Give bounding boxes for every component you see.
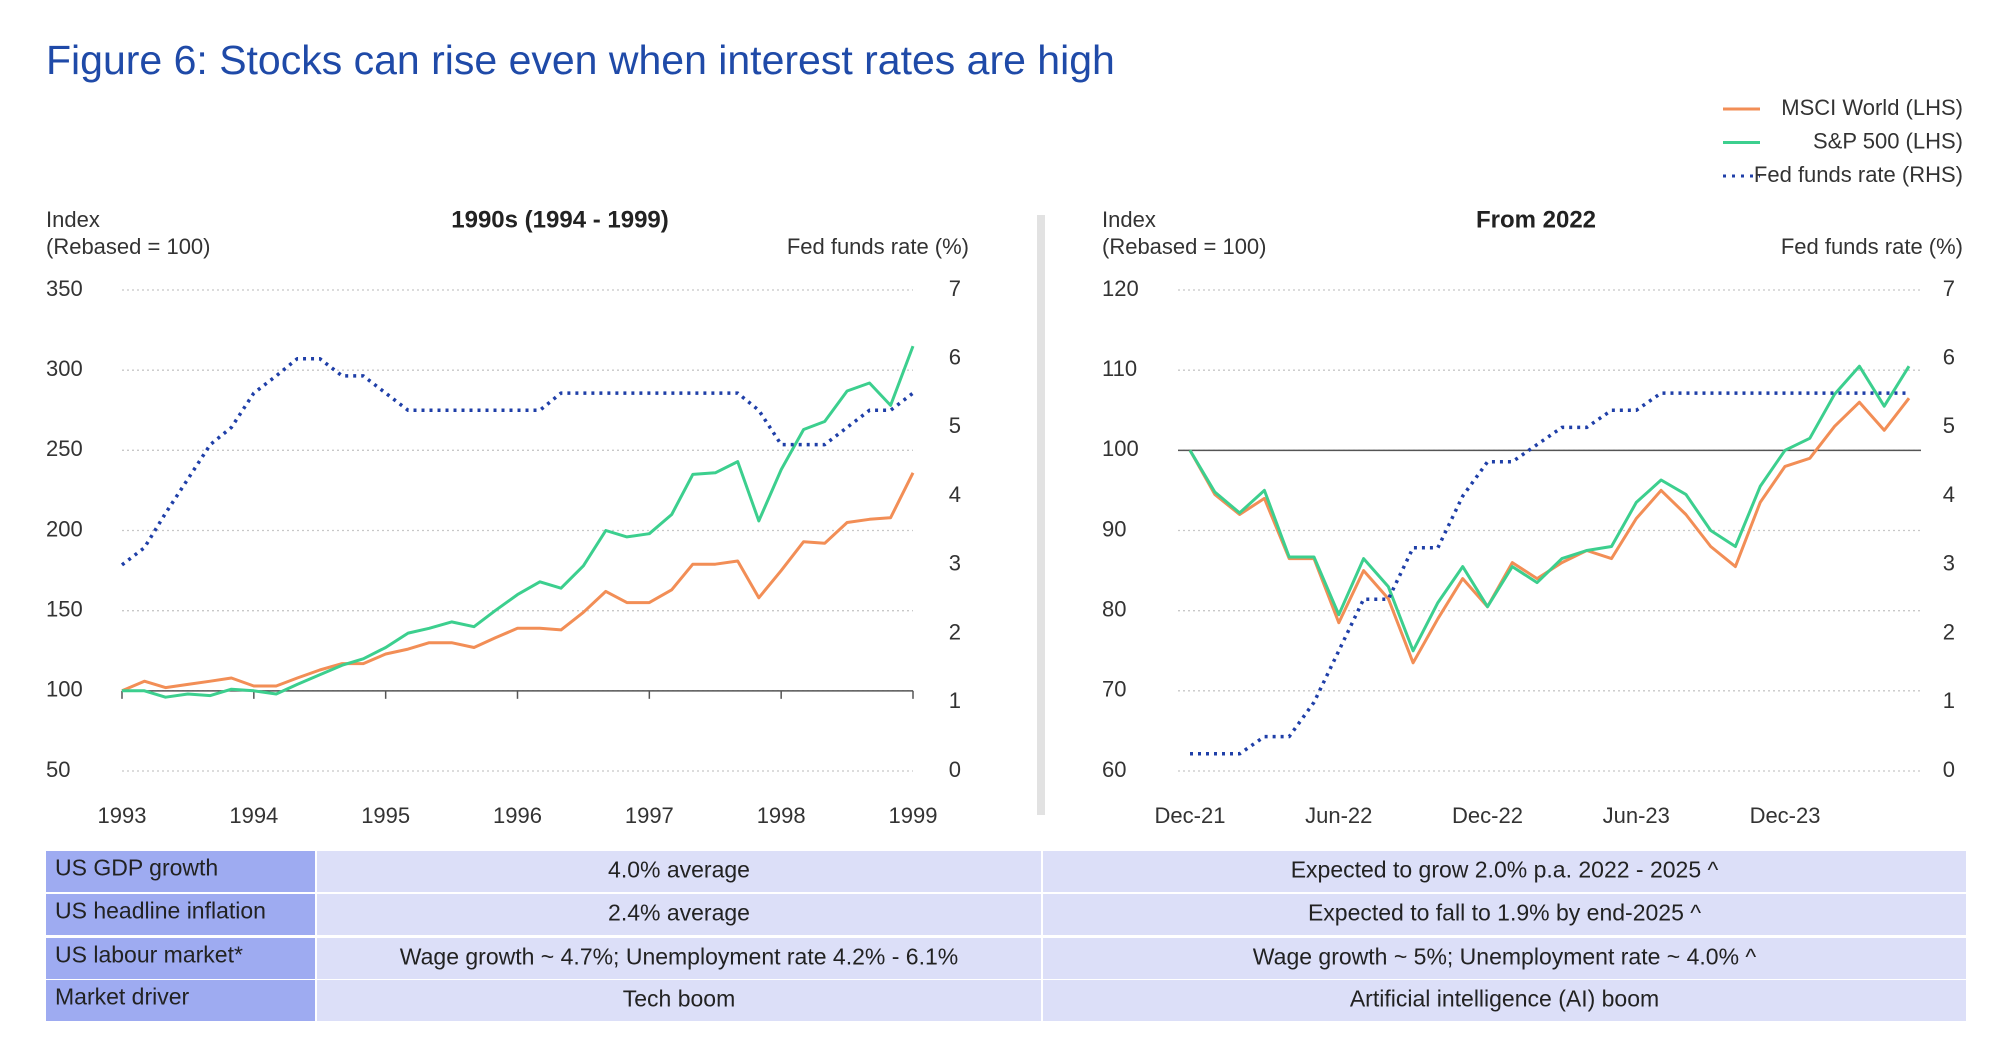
series-line <box>1188 364 1911 653</box>
table-cell <box>1043 938 1966 979</box>
y2-tick-label: 7 <box>1943 276 1955 301</box>
y2-axis-label: Fed funds rate (%) <box>787 234 969 259</box>
y-tick-label: 250 <box>46 436 83 461</box>
table-text: Artificial intelligence (AI) boom <box>1350 986 1659 1012</box>
table-header-cell <box>46 894 315 935</box>
table-row-label: US labour market* <box>55 942 243 968</box>
series-line <box>1190 391 1909 756</box>
y-tick-label: 70 <box>1102 677 1126 702</box>
x-tick-label: 1997 <box>625 803 674 828</box>
x-tick-label: Jun-22 <box>1305 803 1372 828</box>
table-cell <box>1043 851 1966 892</box>
y-tick-label: 110 <box>1102 356 1137 381</box>
y2-tick-label: 3 <box>949 551 961 576</box>
y2-tick-label: 5 <box>1943 413 1955 438</box>
y2-tick-label: 4 <box>949 482 961 507</box>
table-text: Tech boom <box>623 986 736 1012</box>
table-text: 4.0% average <box>608 857 750 883</box>
y2-tick-label: 7 <box>949 276 961 301</box>
table-row-label: US headline inflation <box>55 898 266 924</box>
y-axis-label: (Rebased = 100) <box>46 234 211 259</box>
y-tick-label: 60 <box>1102 757 1126 782</box>
page-title: Figure 6: Stocks can rise even when inte… <box>46 37 1115 83</box>
y2-tick-label: 3 <box>1943 551 1955 576</box>
series-line <box>121 472 915 693</box>
y-tick-label: 100 <box>46 677 83 702</box>
y-tick-label: 80 <box>1102 596 1126 621</box>
x-tick-label: 1995 <box>361 803 410 828</box>
x-tick-label: Dec-22 <box>1452 803 1523 828</box>
series-line <box>120 356 915 567</box>
x-tick-label: Jun-23 <box>1603 803 1670 828</box>
table-cell <box>317 851 1041 892</box>
y2-tick-label: 6 <box>949 345 961 370</box>
table-cell <box>1043 980 1966 1021</box>
chart-title: From 2022 <box>1476 206 1596 233</box>
x-tick-label: 1999 <box>889 803 938 828</box>
y-tick-label: 300 <box>46 356 83 381</box>
legend-label: S&P 500 (LHS) <box>1813 128 1963 153</box>
table-cell <box>1043 894 1966 935</box>
table-row-label: Market driver <box>55 984 190 1010</box>
table-header-cell <box>46 980 315 1021</box>
table-text: Expected to grow 2.0% p.a. 2022 - 2025 ^ <box>1291 857 1719 883</box>
table-header-cell <box>46 851 315 892</box>
table-text: Expected to fall to 1.9% by end-2025 ^ <box>1308 900 1701 926</box>
legend-label: Fed funds rate (RHS) <box>1754 162 1963 187</box>
x-tick-label: 1993 <box>98 803 147 828</box>
y2-tick-label: 4 <box>1943 482 1955 507</box>
chart-title: 1990s (1994 - 1999) <box>451 206 669 233</box>
y-tick-label: 90 <box>1102 516 1126 541</box>
table-cell <box>317 980 1041 1021</box>
legend-label: MSCI World (LHS) <box>1781 95 1963 120</box>
y2-tick-label: 0 <box>1943 757 1955 782</box>
table-text: 2.4% average <box>608 900 750 926</box>
y-tick-label: 120 <box>1102 276 1139 301</box>
table-row-label: US GDP growth <box>55 855 218 881</box>
y-tick-label: 350 <box>46 276 83 301</box>
y2-tick-label: 6 <box>1943 345 1955 370</box>
y2-tick-label: 1 <box>949 688 961 713</box>
x-tick-label: Dec-21 <box>1155 803 1226 828</box>
series-line <box>122 345 915 699</box>
table-header-cell <box>46 938 315 979</box>
table-text: Wage growth ~ 4.7%; Unemployment rate 4.… <box>400 944 958 970</box>
x-tick-label: Dec-23 <box>1750 803 1821 828</box>
x-tick-label: 1994 <box>229 803 278 828</box>
y2-tick-label: 5 <box>949 413 961 438</box>
y-axis-label: Index <box>1102 207 1156 232</box>
y-tick-label: 150 <box>46 596 83 621</box>
y-axis-label: Index <box>46 207 100 232</box>
table-text: Wage growth ~ 5%; Unemployment rate ~ 4.… <box>1253 944 1757 970</box>
x-tick-label: 1998 <box>757 803 806 828</box>
y2-tick-label: 2 <box>949 619 961 644</box>
table-cell <box>317 894 1041 935</box>
y2-tick-label: 1 <box>1943 688 1955 713</box>
x-tick-label: 1996 <box>493 803 542 828</box>
y-tick-label: 200 <box>46 516 83 541</box>
y2-axis-label: Fed funds rate (%) <box>1781 234 1963 259</box>
y-axis-label: (Rebased = 100) <box>1102 234 1267 259</box>
y-tick-label: 100 <box>1102 436 1139 461</box>
y-tick-label: 50 <box>46 757 70 782</box>
table-cell <box>317 938 1041 979</box>
y2-tick-label: 0 <box>949 757 961 782</box>
y2-tick-label: 2 <box>1943 619 1955 644</box>
